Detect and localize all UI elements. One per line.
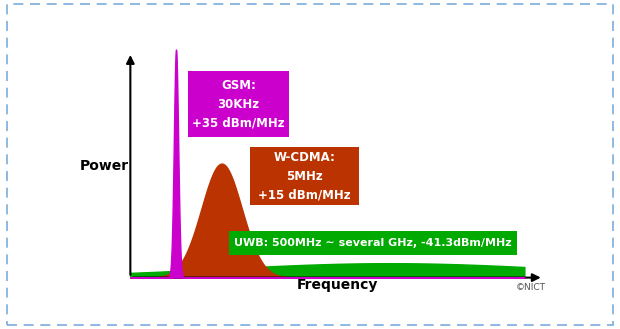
FancyBboxPatch shape [229,231,517,255]
Text: Power: Power [79,159,128,173]
Text: UWB: 500MHz ∼ several GHz, -41.3dBm/MHz: UWB: 500MHz ∼ several GHz, -41.3dBm/MHz [234,238,512,248]
FancyBboxPatch shape [188,71,289,137]
Text: ©NICT: ©NICT [516,283,546,292]
Text: W-CDMA:
5MHz
+15 dBm/MHz: W-CDMA: 5MHz +15 dBm/MHz [258,151,351,202]
Text: Frequency: Frequency [296,278,378,292]
Text: GSM:
30KHz
+35 dBm/MHz: GSM: 30KHz +35 dBm/MHz [192,79,285,130]
FancyBboxPatch shape [250,147,358,205]
